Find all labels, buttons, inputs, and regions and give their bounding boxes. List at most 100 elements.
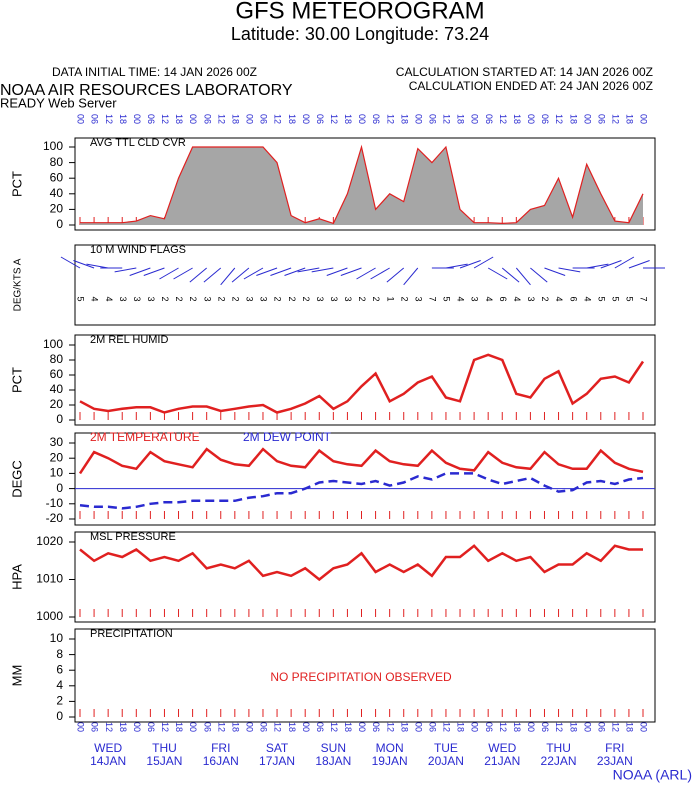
- x-tick-label: 18: [456, 114, 466, 124]
- x-tick-label: 00: [413, 114, 423, 124]
- x-tick-label: 00: [470, 722, 480, 732]
- y-tick-label: 20: [50, 450, 64, 464]
- x-tick-label: 12: [273, 722, 283, 732]
- x-tick-label: 06: [90, 114, 100, 124]
- date-label: 23JAN: [597, 754, 633, 768]
- wind-barb: [386, 267, 405, 283]
- wind-speed: 6: [568, 296, 578, 301]
- y-tick-label: 6: [56, 662, 63, 676]
- date-label: 14JAN: [90, 754, 126, 768]
- wind-speed: 3: [526, 296, 536, 301]
- y-axis-label: DEGC: [9, 460, 24, 498]
- x-tick-label: 06: [484, 114, 494, 124]
- x-tick-label: 12: [329, 722, 339, 732]
- wind-speed: 4: [104, 296, 114, 301]
- x-tick-label: 00: [132, 722, 142, 732]
- panel-title: 10 M WIND FLAGS: [90, 244, 186, 256]
- y-tick-label: 10: [50, 631, 64, 645]
- wind-barb: [243, 267, 264, 280]
- x-tick-label: 06: [259, 114, 269, 124]
- wind-speed: 3: [343, 296, 353, 301]
- x-tick-label: 00: [76, 114, 86, 124]
- x-tick-label: 18: [399, 722, 409, 732]
- initial-time: DATA INITIAL TIME: 14 JAN 2026 00Z: [52, 65, 257, 79]
- x-tick-label: 18: [343, 722, 353, 732]
- x-tick-label: 18: [118, 722, 128, 732]
- date-label: 17JAN: [259, 754, 295, 768]
- y-tick-label: 60: [50, 170, 64, 184]
- x-tick-label: 06: [371, 114, 381, 124]
- x-tick-label: 00: [188, 722, 198, 732]
- day-label: WED: [488, 741, 516, 755]
- x-tick-label: 00: [639, 722, 649, 732]
- x-tick-label: 18: [625, 722, 635, 732]
- chart-subtitle: Latitude: 30.00 Longitude: 73.24: [231, 24, 489, 44]
- x-tick-label: 00: [526, 722, 536, 732]
- wind-speed: 1: [385, 296, 395, 301]
- wind-barb: [256, 267, 278, 276]
- x-tick-label: 06: [146, 722, 156, 732]
- wind-barb: [326, 267, 348, 276]
- wind-speed: 4: [456, 296, 466, 301]
- cloud-area: [80, 147, 643, 225]
- x-tick-label: 12: [442, 114, 452, 124]
- wind-speed: 2: [160, 296, 170, 301]
- x-tick-label: 06: [540, 114, 550, 124]
- x-tick-label: 12: [610, 114, 620, 124]
- x-tick-label: 12: [442, 722, 452, 732]
- wind-barb: [614, 256, 635, 269]
- wind-barb: [270, 267, 292, 276]
- x-tick-label: 06: [428, 722, 438, 732]
- wind-speed: 7: [639, 296, 649, 301]
- y-axis-label: DEG/KTS A: [13, 258, 24, 311]
- calc-ended: CALCULATION ENDED AT: 24 JAN 2026 00Z: [409, 79, 653, 93]
- x-tick-label: 18: [512, 722, 522, 732]
- x-tick-label: 06: [202, 722, 212, 732]
- wind-speed: 3: [259, 296, 269, 301]
- day-label: FRI: [605, 741, 624, 755]
- date-label: 15JAN: [146, 754, 182, 768]
- x-tick-label: 18: [287, 114, 297, 124]
- y-tick-label: 60: [50, 367, 64, 381]
- lab-name: NOAA AIR RESOURCES LABORATORY: [0, 82, 293, 99]
- wind-barb: [600, 260, 622, 269]
- x-tick-label: 18: [287, 722, 297, 732]
- x-tick-label: 12: [329, 114, 339, 124]
- y-tick-label: 8: [56, 647, 63, 661]
- day-label: THU: [152, 741, 177, 755]
- x-tick-label: 00: [582, 114, 592, 124]
- x-tick-label: 12: [385, 114, 395, 124]
- date-label: 19JAN: [372, 754, 408, 768]
- wind-barb: [143, 267, 165, 276]
- wind-speed: 3: [132, 296, 142, 301]
- series-line: [79, 353, 645, 414]
- y-tick-label: 0: [56, 709, 63, 723]
- x-tick-label: 00: [357, 114, 367, 124]
- x-tick-label: 12: [104, 722, 114, 732]
- wind-speed: 2: [399, 296, 409, 301]
- x-tick-label: 06: [371, 722, 381, 732]
- wind-speed: 2: [216, 296, 226, 301]
- x-tick-label: 00: [132, 114, 142, 124]
- cloud-line: [80, 144, 644, 225]
- x-tick-label: 12: [216, 114, 226, 124]
- wind-speed: 5: [442, 296, 452, 301]
- y-tick-label: 10: [50, 466, 64, 480]
- panel-title: MSL PRESSURE: [90, 531, 176, 543]
- x-tick-label: 18: [174, 114, 184, 124]
- x-tick-label: 12: [160, 114, 170, 124]
- wind-barb: [220, 267, 236, 286]
- wind-speed: 3: [146, 296, 156, 301]
- wind-speed: 2: [371, 296, 381, 301]
- y-tick-label: 0: [56, 217, 63, 231]
- wind-speed: 5: [76, 296, 86, 301]
- panel-frame: [74, 137, 656, 231]
- x-tick-label: 06: [596, 114, 606, 124]
- x-tick-label: 00: [188, 114, 198, 124]
- x-tick-label: 00: [301, 722, 311, 732]
- x-tick-label: 18: [343, 114, 353, 124]
- y-axis-label: HPA: [9, 564, 24, 590]
- y-tick-label: 40: [50, 186, 64, 200]
- x-tick-label: 18: [512, 114, 522, 124]
